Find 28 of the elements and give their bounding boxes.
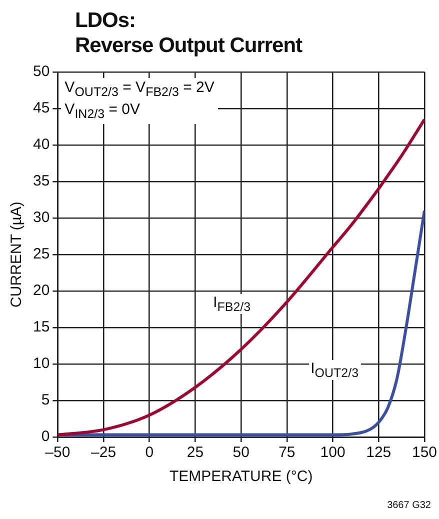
y-tick-label: 25 <box>32 246 50 263</box>
series-label: I$_{FB2/3}$ <box>211 294 253 314</box>
x-tick-label: –25 <box>91 444 116 462</box>
y-tick-label: 10 <box>32 355 50 372</box>
y-tick-label: 5 <box>41 392 50 409</box>
y-tick-label: 45 <box>32 100 50 117</box>
y-tick-label: 15 <box>32 318 50 336</box>
text: 3667 G32 <box>387 500 431 511</box>
x-tick-label: 100 <box>320 444 346 462</box>
annotation: V$_{OUT2/3}$ = V$_{FB2/3}$ = 2V <box>64 79 214 101</box>
y-tick-label: 50 <box>32 63 50 80</box>
x-tick-label: 25 <box>186 444 204 462</box>
x-tick-label: 150 <box>412 444 437 462</box>
y-tick-label: 20 <box>32 282 50 300</box>
x-tick-label: 125 <box>366 444 392 462</box>
y-axis-title: CURRENT (µA) <box>8 202 26 308</box>
chart-title: LDOs: Reverse Output Current <box>75 8 302 58</box>
x-tick-label: 0 <box>145 444 154 462</box>
x-axis-title: TEMPERATURE (°C) <box>169 468 313 486</box>
x-tick-label: 50 <box>232 444 250 462</box>
y-tick-label: 35 <box>32 172 50 190</box>
x-tick-label: –50 <box>45 444 70 462</box>
y-tick-label: 30 <box>32 209 50 226</box>
annotation: V$_{IN2/3}$ = 0V <box>64 101 142 123</box>
text: I$_{OUT2/3}$ <box>308 360 361 380</box>
y-tick-label: 0 <box>41 428 50 446</box>
x-tick-label: 75 <box>278 444 296 462</box>
y-tick-label: 40 <box>32 136 50 154</box>
